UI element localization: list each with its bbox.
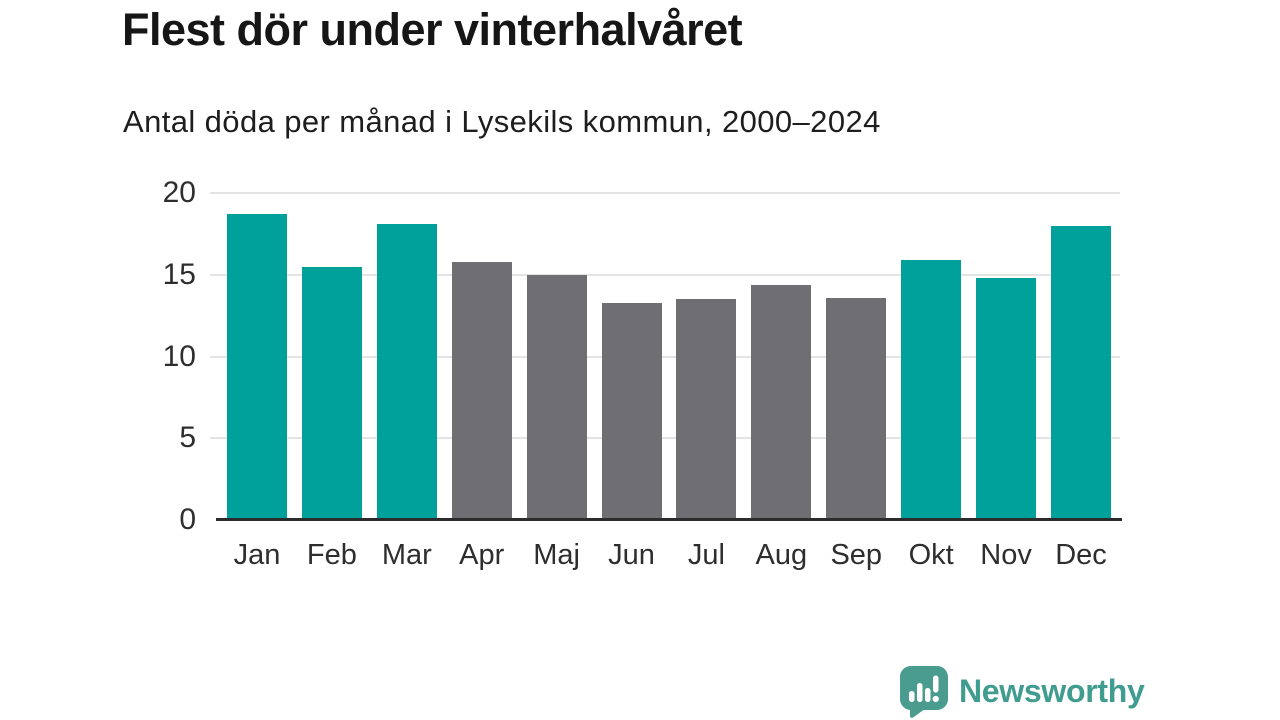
bar-aug [751,284,812,520]
chart-title: Flest dör under vinterhalvåret [122,4,743,55]
gridline-5 [210,437,1120,440]
bar-feb [301,266,362,520]
x-tick-label-nov: Nov [980,539,1032,571]
x-tick-label-dec: Dec [1055,539,1107,571]
x-tick-label-maj: Maj [533,539,580,571]
x-tick-label-sep: Sep [830,539,883,571]
x-tick-label-jan: Jan [233,539,281,571]
x-tick-label-jul: Jul [687,539,725,571]
bar-jan [227,214,287,520]
gridline-10 [210,355,1120,358]
bar-apr [451,261,512,520]
plot-area: 0 5 10 15 20 Jan Feb Mar Apr Maj Jun Jul Aug Sep Okt No… [163,178,1122,570]
newsworthy-logo-icon [900,666,948,718]
x-axis-line [216,518,1122,521]
bar-sep [826,297,887,520]
y-tick-label-0: 0 [179,503,196,536]
y-tick-label-15: 15 [162,257,196,291]
y-tick-label-5: 5 [179,421,196,455]
x-tick-label-feb: Feb [306,539,357,571]
gridline-20 [210,192,1120,194]
brand-name: Newsworthy [959,673,1145,709]
x-tick-label-mar: Mar [381,539,432,571]
chart-subtitle: Antal döda per månad i Lysekils kommun, … [123,104,881,139]
x-tick-label-jun: Jun [608,539,655,571]
bar-okt [901,260,962,520]
bar-jun [601,302,662,520]
brand-footer: Newsworthy [900,666,1145,718]
bar-dec [1051,225,1111,520]
x-tick-label-aug: Aug [755,539,808,571]
y-tick-label-20: 20 [162,176,196,209]
gridline-15 [210,273,1120,276]
bar-maj [526,274,587,520]
bar-mar [376,224,437,520]
y-tick-label-10: 10 [162,339,196,373]
x-tick-label-apr: Apr [459,539,505,571]
x-tick-label-okt: Okt [908,539,954,571]
bar-jul [676,299,737,520]
bar-nov [976,278,1037,520]
